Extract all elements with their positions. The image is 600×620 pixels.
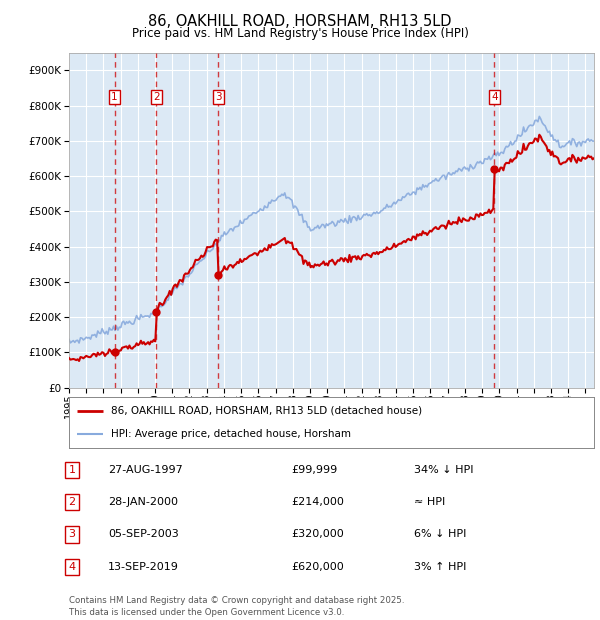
Text: 34% ↓ HPI: 34% ↓ HPI (414, 465, 473, 475)
Text: 13-SEP-2019: 13-SEP-2019 (108, 562, 179, 572)
Text: 05-SEP-2003: 05-SEP-2003 (108, 529, 179, 539)
Text: Contains HM Land Registry data © Crown copyright and database right 2025.
This d: Contains HM Land Registry data © Crown c… (69, 596, 404, 617)
Text: 3% ↑ HPI: 3% ↑ HPI (414, 562, 466, 572)
Text: 28-JAN-2000: 28-JAN-2000 (108, 497, 178, 507)
Text: HPI: Average price, detached house, Horsham: HPI: Average price, detached house, Hors… (111, 429, 351, 439)
Text: 4: 4 (491, 92, 497, 102)
Text: £320,000: £320,000 (291, 529, 344, 539)
Text: 1: 1 (68, 465, 76, 475)
Text: 27-AUG-1997: 27-AUG-1997 (108, 465, 183, 475)
Text: 3: 3 (215, 92, 222, 102)
Text: ≈ HPI: ≈ HPI (414, 497, 445, 507)
Text: 2: 2 (68, 497, 76, 507)
Text: 6% ↓ HPI: 6% ↓ HPI (414, 529, 466, 539)
Text: 86, OAKHILL ROAD, HORSHAM, RH13 5LD (detached house): 86, OAKHILL ROAD, HORSHAM, RH13 5LD (det… (111, 405, 422, 415)
Text: 86, OAKHILL ROAD, HORSHAM, RH13 5LD: 86, OAKHILL ROAD, HORSHAM, RH13 5LD (148, 14, 452, 29)
Text: £214,000: £214,000 (291, 497, 344, 507)
Text: Price paid vs. HM Land Registry's House Price Index (HPI): Price paid vs. HM Land Registry's House … (131, 27, 469, 40)
Text: 4: 4 (68, 562, 76, 572)
Text: 2: 2 (153, 92, 160, 102)
Text: £620,000: £620,000 (291, 562, 344, 572)
Text: 3: 3 (68, 529, 76, 539)
Text: £99,999: £99,999 (291, 465, 337, 475)
Text: 1: 1 (112, 92, 118, 102)
